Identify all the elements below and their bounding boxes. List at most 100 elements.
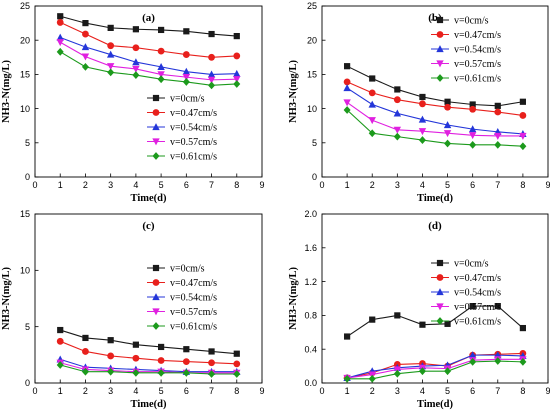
x-tick-label: 4 bbox=[133, 386, 138, 396]
data-point bbox=[233, 52, 241, 60]
data-point bbox=[519, 324, 526, 332]
data-point bbox=[343, 106, 351, 114]
legend-entry: v=0.54cm/s bbox=[170, 123, 217, 134]
data-point bbox=[56, 361, 64, 369]
data-point bbox=[418, 367, 426, 376]
data-point bbox=[233, 370, 241, 378]
x-tick-label: 6 bbox=[470, 180, 475, 190]
legend-entry: v=0cm/s bbox=[454, 259, 489, 270]
data-point bbox=[519, 132, 527, 140]
x-tick-label: 7 bbox=[495, 180, 500, 190]
data-point bbox=[519, 357, 527, 366]
series-line bbox=[60, 364, 237, 375]
x-tick-label: 3 bbox=[108, 180, 113, 190]
y-tick-label: 15 bbox=[307, 70, 317, 80]
data-point bbox=[182, 67, 191, 75]
legend-entry: v=0.47cm/s bbox=[454, 30, 501, 41]
data-point bbox=[158, 343, 165, 351]
data-point bbox=[132, 368, 140, 377]
data-point bbox=[233, 350, 240, 357]
data-point bbox=[208, 359, 215, 367]
x-axis-title: Time(d) bbox=[131, 193, 167, 204]
data-point bbox=[344, 63, 351, 70]
plot-frame bbox=[34, 213, 263, 384]
legend-marker bbox=[152, 264, 160, 272]
data-point bbox=[519, 98, 526, 105]
data-point bbox=[182, 51, 190, 58]
data-point bbox=[394, 312, 401, 319]
x-tick-label: 1 bbox=[345, 386, 350, 396]
data-point bbox=[183, 28, 190, 35]
x-tick-label: 0 bbox=[32, 180, 37, 190]
data-point bbox=[132, 65, 140, 73]
data-point bbox=[82, 30, 89, 38]
y-tick-label: 0.8 bbox=[304, 311, 317, 321]
data-point bbox=[468, 125, 477, 133]
data-point bbox=[469, 105, 477, 113]
chart-panel-1: 0 1 2 3 4 5 6 7 8 90510152025Time(d)NH3-N(mg/L)(b… bbox=[288, 1, 550, 204]
data-point bbox=[494, 140, 502, 149]
y-axis-title: NH3-N(mg/L) bbox=[1, 60, 12, 123]
series-line bbox=[59, 51, 237, 86]
data-point bbox=[368, 374, 376, 383]
series-line bbox=[346, 81, 523, 116]
legend-marker bbox=[152, 279, 160, 286]
data-point bbox=[157, 71, 165, 79]
data-point bbox=[132, 26, 139, 33]
data-point bbox=[157, 75, 165, 84]
legend-marker bbox=[436, 274, 444, 281]
x-tick-label: 1 bbox=[345, 180, 350, 190]
y-tick-label: 20 bbox=[20, 35, 30, 45]
data-point bbox=[107, 337, 114, 344]
x-tick-label: 8 bbox=[234, 386, 239, 396]
series-line bbox=[59, 21, 237, 58]
data-point bbox=[444, 139, 452, 148]
data-point bbox=[56, 337, 64, 345]
legend-marker bbox=[152, 109, 160, 116]
x-tick-label: 5 bbox=[445, 180, 450, 190]
data-point bbox=[132, 44, 140, 52]
data-point bbox=[157, 368, 165, 377]
data-point bbox=[56, 19, 64, 26]
data-point bbox=[469, 303, 476, 310]
x-tick-label: 9 bbox=[259, 180, 264, 190]
y-tick-label: 20 bbox=[307, 35, 317, 45]
y-tick-label: 1.2 bbox=[304, 277, 317, 287]
data-point bbox=[233, 76, 241, 84]
series-4 bbox=[56, 47, 241, 90]
series-line bbox=[346, 65, 523, 107]
data-point bbox=[207, 70, 216, 78]
x-tick-label: 3 bbox=[395, 386, 400, 396]
data-point bbox=[208, 30, 215, 38]
x-tick-label: 5 bbox=[159, 386, 164, 396]
x-axis-title: Time(d) bbox=[417, 399, 453, 410]
series-line bbox=[59, 41, 237, 81]
legend-entry: v=0.61cm/s bbox=[170, 322, 217, 333]
x-tick-label: 3 bbox=[395, 180, 400, 190]
data-point bbox=[233, 360, 241, 368]
legend-entry: v=0.47cm/s bbox=[170, 278, 217, 289]
data-point bbox=[233, 32, 240, 40]
legend-marker bbox=[436, 259, 444, 267]
series-line bbox=[346, 87, 523, 135]
x-tick-label: 9 bbox=[545, 180, 550, 190]
legend-marker bbox=[436, 303, 444, 311]
legend-marker bbox=[152, 123, 160, 131]
data-point bbox=[443, 130, 452, 138]
data-point bbox=[82, 348, 89, 355]
y-tick-label: 15 bbox=[20, 209, 30, 219]
data-point bbox=[132, 354, 140, 362]
data-point bbox=[207, 76, 216, 84]
data-point bbox=[157, 62, 165, 70]
x-tick-label: 4 bbox=[420, 180, 425, 190]
legend-marker bbox=[436, 288, 444, 296]
plot-frame bbox=[34, 5, 263, 178]
legend-marker bbox=[436, 317, 444, 325]
data-point bbox=[418, 115, 427, 123]
data-point bbox=[233, 69, 241, 77]
data-point bbox=[81, 367, 89, 376]
data-point bbox=[57, 326, 64, 334]
legend-entry: v=0cm/s bbox=[170, 94, 205, 105]
data-point bbox=[443, 121, 452, 129]
data-point bbox=[157, 357, 165, 364]
